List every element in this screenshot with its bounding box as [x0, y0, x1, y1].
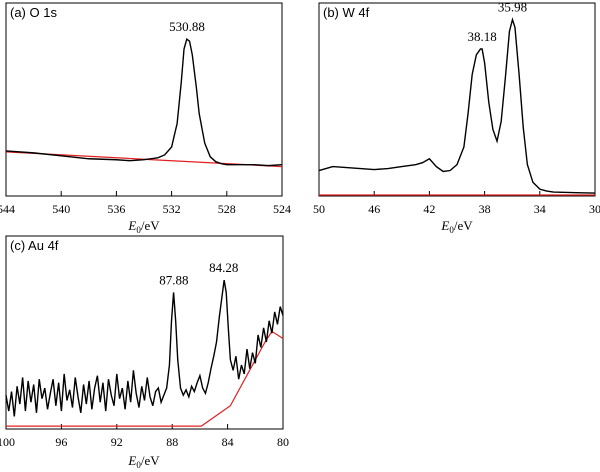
panel-b-x-axis-label: E0/eV [440, 218, 473, 235]
panel-a-peak-label: 530.88 [169, 19, 205, 34]
panel-c-xtick-label: 84 [222, 435, 234, 449]
panel-c-label: (c) Au 4f [10, 238, 59, 253]
panel-a-xtick-label: 536 [107, 202, 125, 216]
panel-b-xtick-label: 46 [368, 202, 380, 216]
panel-a-xtick-label: 532 [163, 202, 181, 216]
panel-b-xtick-label: 50 [313, 202, 325, 216]
panel-b-xtick-label: 34 [534, 202, 546, 216]
panel-b-peak-label-2: 35.98 [498, 0, 527, 15]
panel-a-x-axis-label: E0/eV [127, 218, 160, 235]
panel-c-frame [5, 235, 284, 430]
panel-c-xtick-label: 96 [55, 435, 67, 449]
panel-b-tick-labels: 50 46 42 38 34 30 [313, 202, 600, 216]
panel-b-frame [318, 2, 596, 197]
panel-c-xtick-label: 92 [111, 435, 123, 449]
panel-c: (c) Au 4f 100 96 92 88 84 80 87.88 84.28 E0/e… [0, 235, 289, 470]
panel-a-spectrum-line [5, 38, 283, 167]
panel-b: (b) W 4f 50 46 42 38 34 30 38.18 35.98 E0/eV [313, 0, 600, 235]
panel-a-ticks [5, 191, 283, 196]
panel-c-tick-labels: 100 96 92 88 84 80 [0, 435, 289, 449]
panel-a-tick-labels: 544 540 536 532 528 524 [0, 202, 291, 216]
panel-b-xtick-label: 38 [479, 202, 491, 216]
panel-b-peak-label-1: 38.18 [467, 29, 496, 44]
panel-a: (a) O 1s 544 540 536 532 528 524 530.88 E0/eV [0, 2, 291, 235]
panel-c-peak-label-2: 84.28 [209, 260, 238, 275]
panel-a-frame [5, 2, 283, 197]
panel-c-peak-label-1: 87.88 [159, 272, 188, 287]
panel-b-xtick-label: 42 [423, 202, 435, 216]
panel-c-xtick-label: 100 [0, 435, 15, 449]
panel-c-xtick-label: 88 [166, 435, 178, 449]
panel-c-spectrum-line [5, 279, 284, 417]
panel-a-xtick-label: 540 [52, 202, 70, 216]
panel-b-xtick-label: 30 [589, 202, 600, 216]
panel-c-xtick-label: 80 [277, 435, 289, 449]
panel-c-background-line [6, 330, 284, 427]
panel-b-label: (b) W 4f [323, 5, 370, 20]
panel-c-x-axis-label: E0/eV [127, 453, 160, 470]
panel-a-label: (a) O 1s [10, 5, 57, 20]
panel-a-xtick-label: 528 [218, 202, 236, 216]
panel-a-xtick-label: 524 [273, 202, 291, 216]
panel-a-xtick-label: 544 [0, 202, 15, 216]
panel-b-spectrum-line [318, 17, 596, 194]
